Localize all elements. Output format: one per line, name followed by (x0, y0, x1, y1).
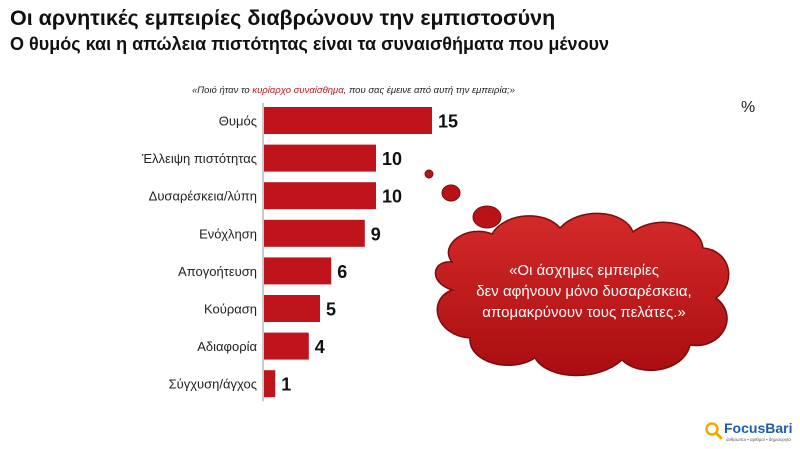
thought-bubble-dot-small (424, 169, 434, 179)
unit-label: % (741, 99, 756, 116)
category-label: Δυσαρέσκεια/λύπη (149, 189, 257, 204)
category-label: Αδιαφορία (197, 339, 257, 354)
thought-bubble-dot-large (472, 205, 502, 229)
category-label: Έλλειψη πιστότητας (141, 151, 257, 166)
category-label: Κούραση (204, 302, 257, 317)
bar (264, 295, 320, 322)
value-label: 10 (382, 149, 402, 169)
bar (264, 370, 276, 398)
value-label: 5 (326, 300, 336, 320)
category-label: Σύγχυση/άγχος (169, 377, 257, 392)
bar (264, 182, 376, 210)
bar (264, 257, 332, 285)
value-label: 9 (371, 224, 381, 244)
value-label: 15 (438, 112, 458, 132)
bar (264, 107, 432, 134)
value-label: 1 (281, 375, 291, 395)
callout-line: «Οι άσχημες εμπειρίες (509, 262, 659, 279)
question-suffix: , που σας έμεινε από αυτή την εμπειρία;» (343, 85, 515, 96)
category-label: Ενόχληση (199, 226, 257, 241)
logo-tagline: άνθρωποι ▪ αριθμοί ▪ δημιουργία (726, 437, 791, 442)
question-prefix: «Ποιό ήταν το (192, 85, 253, 96)
category-label: Απογοήτευση (178, 264, 257, 279)
thought-bubble-dot-medium (441, 184, 461, 202)
callout-line: απομακρύνουν τους πελάτες.» (482, 304, 685, 321)
value-label: 4 (315, 337, 325, 357)
category-label: Θυμός (219, 114, 257, 129)
callout-line: δεν αφήνουν μόνο δυσαρέσκεια, (476, 283, 691, 300)
value-label: 6 (337, 262, 347, 282)
magnifier-icon (705, 422, 723, 440)
bar (264, 144, 376, 172)
bar (264, 219, 365, 247)
thought-callout: «Οι άσχημες εμπειρίες δεν αφήνουν μόνο δυ… (424, 169, 730, 377)
thought-cloud (434, 212, 730, 377)
survey-question: «Ποιό ήταν το κυρίαρχο συναίσθημα, που σ… (192, 85, 515, 96)
page-title: Οι αρνητικές εμπειρίες διαβρώνουν την εμ… (10, 6, 556, 30)
page-subtitle: Ο θυμός και η απώλεια πιστότητας είναι τ… (10, 34, 610, 54)
logo-brand: FocusBari (724, 420, 793, 436)
value-label: 10 (382, 187, 402, 207)
question-highlight: κυρίαρχο συναίσθημα (252, 85, 344, 96)
bar (264, 332, 309, 360)
